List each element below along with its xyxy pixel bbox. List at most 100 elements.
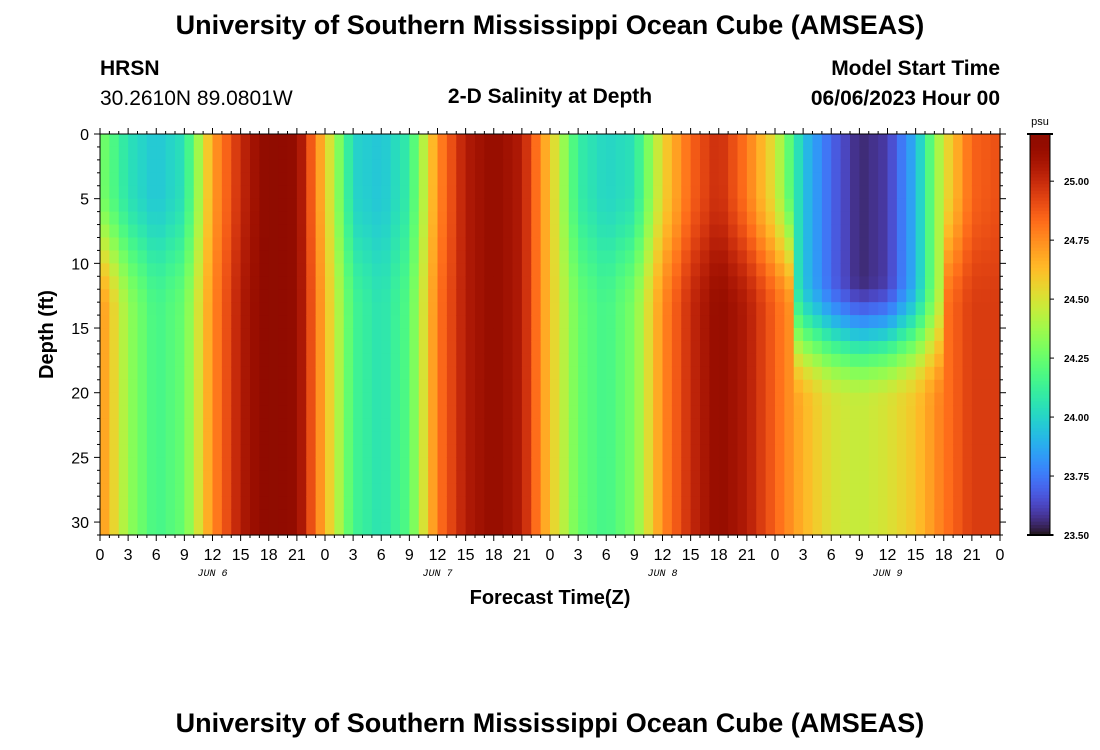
heatmap-cell (578, 392, 589, 407)
heatmap-cell (306, 353, 317, 368)
heatmap-cell (175, 211, 185, 226)
heatmap-cell (128, 418, 139, 433)
heatmap-cell (681, 315, 692, 329)
heatmap-cell (906, 185, 917, 200)
colorbar-segment (1030, 284, 1050, 289)
heatmap-cell (325, 496, 335, 510)
heatmap-cell (896, 496, 907, 510)
heatmap-cell (981, 146, 992, 161)
heatmap-cell (765, 483, 776, 497)
heatmap-cell (793, 496, 804, 510)
heatmap-cell (981, 198, 992, 213)
heatmap-cell (943, 276, 954, 290)
heatmap-cell (212, 134, 223, 148)
heatmap-cell (512, 509, 523, 523)
heatmap-cell (728, 470, 739, 484)
heatmap-cell (625, 496, 635, 510)
heatmap-cell (615, 276, 626, 290)
heatmap-cell (850, 224, 860, 239)
heatmap-cell (737, 470, 748, 484)
heatmap-cell (146, 263, 157, 277)
heatmap-cell (981, 250, 992, 264)
heatmap-cell (175, 263, 185, 277)
heatmap-cell (296, 418, 307, 433)
heatmap-cell (493, 509, 504, 523)
heatmap-cell (128, 134, 139, 148)
heatmap-cell (165, 237, 176, 252)
heatmap-cell (343, 172, 354, 187)
colorbar-segment (1030, 511, 1050, 516)
colorbar-segment (1030, 321, 1050, 326)
heatmap-cell (512, 340, 523, 355)
heatmap-cell (193, 431, 204, 446)
heatmap-cell (231, 496, 242, 510)
heatmap-cell (962, 134, 973, 148)
heatmap-cell (887, 263, 898, 277)
heatmap-cell (550, 263, 560, 277)
colorbar-segment (1030, 371, 1050, 376)
heatmap-cell (240, 483, 251, 497)
heatmap-cell (465, 237, 476, 252)
heatmap-cell (971, 185, 982, 200)
heatmap-cell (662, 315, 673, 329)
heatmap-cell (362, 276, 373, 290)
heatmap-cell (915, 315, 926, 329)
heatmap-cell (559, 134, 570, 148)
heatmap-cell (146, 328, 157, 342)
heatmap-cell (737, 185, 748, 200)
heatmap-cell (990, 211, 1001, 226)
heatmap-cell (962, 418, 973, 433)
heatmap-cell (596, 198, 607, 213)
heatmap-cell (259, 198, 270, 213)
heatmap-cell (850, 159, 860, 174)
heatmap-cell (362, 185, 373, 200)
heatmap-cell (943, 263, 954, 277)
heatmap-cell (831, 366, 842, 381)
heatmap-cell (437, 470, 448, 484)
heatmap-cell (100, 405, 110, 420)
heatmap-cell (775, 431, 785, 446)
heatmap-cell (653, 263, 664, 277)
heatmap-cell (925, 328, 935, 342)
heatmap-cell (934, 522, 945, 536)
heatmap-cell (868, 509, 879, 523)
heatmap-cell (784, 340, 795, 355)
heatmap-cell (250, 263, 260, 277)
heatmap-cell (484, 159, 495, 174)
heatmap-cell (859, 237, 870, 252)
heatmap-cell (493, 457, 504, 471)
heatmap-cell (400, 496, 410, 510)
heatmap-cell (296, 198, 307, 213)
heatmap-cell (568, 289, 579, 303)
heatmap-cell (400, 134, 410, 148)
heatmap-cell (381, 237, 392, 252)
heatmap-cell (840, 405, 851, 420)
heatmap-cell (587, 237, 598, 252)
heatmap-cell (896, 159, 907, 174)
colorbar-segment (1030, 357, 1050, 362)
heatmap-cell (756, 146, 767, 161)
heatmap-cell (456, 483, 467, 497)
heatmap-cell (390, 483, 401, 497)
heatmap-cell (887, 522, 898, 536)
heatmap-cell (915, 509, 926, 523)
heatmap-cell (221, 470, 232, 484)
heatmap-cell (925, 353, 935, 368)
heatmap-cell (315, 134, 326, 148)
heatmap-cell (775, 172, 785, 187)
heatmap-cell (315, 522, 326, 536)
heatmap-cell (953, 302, 964, 316)
heatmap-cell (915, 198, 926, 213)
heatmap-cell (231, 483, 242, 497)
heatmap-cell (784, 483, 795, 497)
heatmap-cell (400, 289, 410, 303)
heatmap-cell (925, 134, 935, 148)
heatmap-cell (971, 172, 982, 187)
heatmap-cell (840, 483, 851, 497)
heatmap-cell (437, 457, 448, 471)
colorbar-segment (1030, 344, 1050, 349)
heatmap-cell (681, 340, 692, 355)
heatmap-cell (128, 250, 139, 264)
heatmap-cell (118, 522, 129, 536)
heatmap-cell (981, 302, 992, 316)
